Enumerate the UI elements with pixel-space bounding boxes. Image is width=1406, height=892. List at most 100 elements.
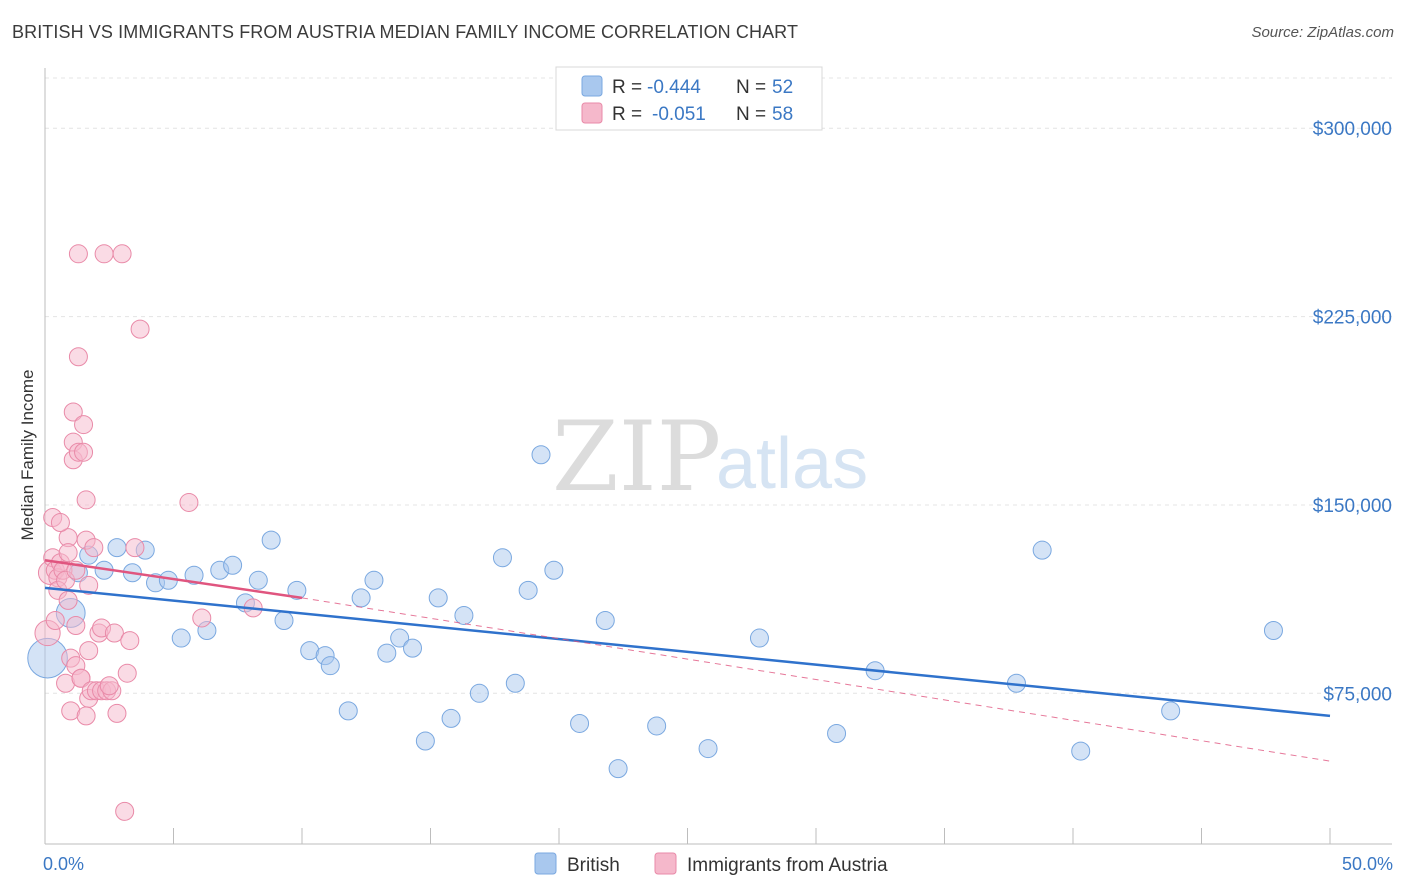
y-tick-label-3: $300,000 [1313, 119, 1392, 140]
y-tick-labels: $75,000 $150,000 $225,000 $300,000 [1313, 119, 1392, 705]
legend-r-label-2: R = [612, 104, 642, 125]
x-tick-label-0: 0.0% [43, 854, 84, 874]
austria-point-48 [130, 319, 150, 339]
austria-point-26 [74, 442, 94, 462]
y-tick-label-2: $225,000 [1313, 308, 1392, 329]
austria-point-50 [192, 608, 212, 628]
british-point-17 [261, 530, 281, 550]
british-point-5 [107, 538, 127, 558]
austria-point-55 [50, 513, 70, 533]
british-point-16 [248, 570, 268, 590]
austria-point-22 [68, 347, 88, 367]
british-point-29 [415, 731, 435, 751]
legend-r-label-1: R = [612, 77, 642, 98]
british-point-36 [518, 580, 538, 600]
british-point-11 [184, 565, 204, 585]
source-label: Source: ZipAtlas.com [1251, 24, 1394, 41]
watermark: ZIP atlas [552, 401, 868, 513]
british-point-34 [492, 548, 512, 568]
british-point-23 [338, 701, 358, 721]
austria-trend-line [44, 558, 303, 600]
legend-bottom-label-british: British [567, 855, 620, 876]
austria-point-54 [58, 543, 78, 563]
austria-point-44 [115, 801, 135, 821]
watermark-zip: ZIP [552, 401, 721, 513]
legend-bottom-label-austria: Immigrants from Austria [687, 855, 888, 876]
austria-point-43 [112, 244, 132, 264]
british-point-10 [171, 628, 191, 648]
british-point-35 [505, 673, 525, 693]
british-point-33 [469, 683, 489, 703]
british-point-39 [570, 713, 590, 733]
british-point-44 [749, 628, 769, 648]
axes [44, 68, 1392, 845]
austria-point-38 [94, 244, 114, 264]
austria-point-33 [84, 538, 104, 558]
british-point-27 [390, 628, 410, 648]
austria-point-45 [117, 663, 137, 683]
austria-point-42 [107, 703, 127, 723]
austria-point-57 [99, 676, 119, 696]
british-point-24 [351, 588, 371, 608]
british-point-37 [531, 445, 551, 465]
british-point-19 [287, 580, 307, 600]
legend-swatch-austria [581, 102, 603, 124]
x-tick-label-1: 50.0% [1342, 854, 1393, 874]
british-point-25 [364, 570, 384, 590]
austria-point-41 [104, 623, 124, 643]
austria-point-27 [76, 490, 96, 510]
austria-point-53 [76, 706, 96, 726]
legend-n-value-1: 52 [772, 77, 793, 98]
austria-point-24 [71, 668, 91, 688]
austria-trend-line-dashed [301, 597, 1331, 762]
austria-point-15 [63, 402, 83, 422]
watermark-atlas: atlas [716, 424, 868, 504]
british-point-28 [403, 638, 423, 658]
british-point-45 [827, 723, 847, 743]
austria-point-47 [125, 538, 145, 558]
british-point-18 [274, 610, 294, 630]
austria-point-52 [45, 610, 65, 630]
british-point-22 [320, 656, 340, 676]
y-tick-label-0: $75,000 [1323, 684, 1392, 705]
austria-point-18 [66, 616, 86, 636]
trend-lines [44, 558, 1331, 762]
austria-point-21 [68, 244, 88, 264]
british-point-31 [441, 708, 461, 728]
chart-title: BRITISH VS IMMIGRANTS FROM AUSTRIA MEDIA… [12, 22, 799, 42]
british-point-14 [223, 555, 243, 575]
british-point-30 [428, 588, 448, 608]
british-point-38 [544, 560, 564, 580]
austria-point-29 [79, 575, 99, 595]
scatter-points [27, 244, 1283, 821]
legend-swatch-british [581, 75, 603, 97]
legend-n-label-2: N = [736, 104, 766, 125]
legend-bottom-swatch-british [534, 852, 557, 875]
british-point-48 [1032, 540, 1052, 560]
british-point-40 [595, 610, 615, 630]
austria-point-25 [74, 415, 94, 435]
legend-top: R = -0.444 N = 52 R = -0.051 N = 58 [555, 66, 823, 131]
british-point-43 [698, 739, 718, 759]
y-tick-label-1: $150,000 [1313, 496, 1392, 517]
british-point-26 [377, 643, 397, 663]
x-tick-labels: 0.0% 50.0% [43, 854, 1393, 874]
british-trend-line [44, 586, 1331, 718]
british-point-41 [608, 759, 628, 779]
austria-point-49 [179, 492, 199, 512]
british-point-49 [1071, 741, 1091, 761]
austria-point-46 [120, 631, 140, 651]
legend-r-value-2: -0.051 [652, 104, 706, 125]
british-point-32 [454, 605, 474, 625]
y-axis-label: Median Family Income [18, 369, 37, 540]
legend-bottom: British Immigrants from Austria [534, 852, 888, 876]
legend-n-label-1: N = [736, 77, 766, 98]
british-point-50 [1161, 701, 1181, 721]
legend-r-value-1: -0.444 [647, 77, 701, 98]
austria-point-30 [79, 641, 99, 661]
british-point-42 [647, 716, 667, 736]
british-point-51 [1263, 621, 1283, 641]
legend-bottom-swatch-austria [654, 852, 677, 875]
austria-point-12 [58, 590, 78, 610]
